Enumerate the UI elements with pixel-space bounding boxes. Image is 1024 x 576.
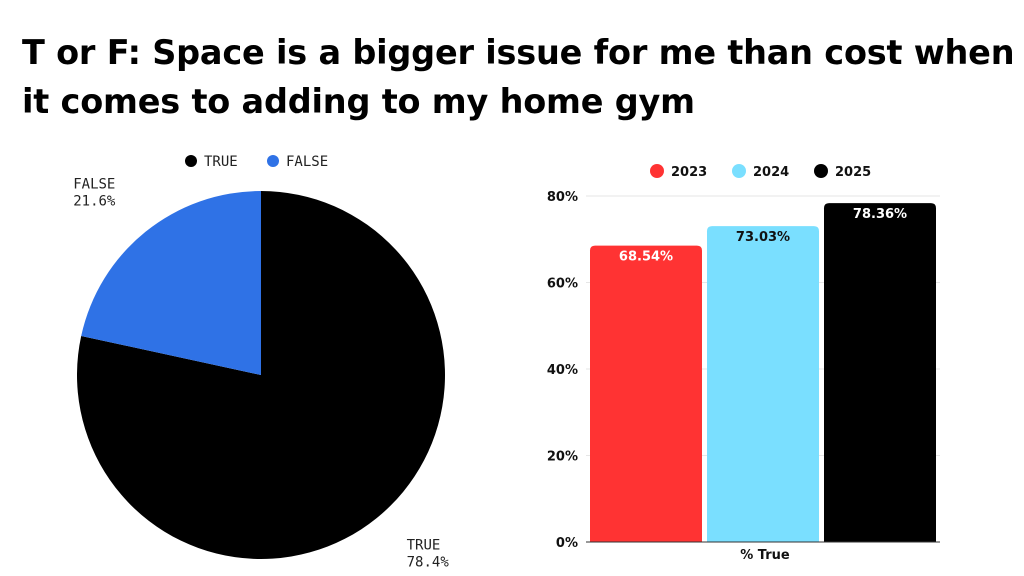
pie-legend-marker-false [267, 155, 279, 167]
pie-slice-false [81, 191, 261, 375]
pie-legend-marker-true [185, 155, 197, 167]
bar-y-axis: 0% 20% 40% 60% 80% [547, 190, 578, 551]
pie-label-true: TRUE [407, 538, 441, 554]
bar-legend-marker-2024 [732, 164, 746, 178]
bar-y-tick-label: 20% [547, 450, 578, 465]
chart-title-line-1: T or F: Space is a bigger issue for me t… [22, 33, 1015, 72]
bar-legend: 2023 2024 2025 [650, 164, 871, 180]
pie-legend-label-false: FALSE [286, 154, 328, 170]
bar-2023 [590, 245, 702, 542]
chart-title-line-2: it comes to adding to my home gym [22, 82, 695, 121]
pie-chart [76, 191, 445, 559]
bar-2024 [707, 226, 819, 542]
bar-2025 [824, 203, 936, 542]
bar-series: 68.54% 73.03% 78.36% [590, 203, 936, 542]
bar-value-label-2025: 78.36% [853, 207, 907, 222]
bar-y-tick-label: 40% [547, 363, 578, 378]
bar-value-label-2024: 73.03% [736, 230, 790, 245]
bar-legend-marker-2025 [814, 164, 828, 178]
pie-value-false: 21.6% [73, 193, 116, 209]
bar-legend-label-2025: 2025 [835, 165, 871, 180]
bar-x-category-label: % True [740, 548, 790, 563]
bar-value-label-2023: 68.54% [619, 250, 673, 265]
bar-y-tick-label: 60% [547, 277, 578, 292]
chart-title: T or F: Space is a bigger issue for me t… [22, 28, 1024, 126]
pie-label-false: FALSE [73, 176, 115, 192]
bar-legend-marker-2023 [650, 164, 664, 178]
bar-y-tick-label: 0% [556, 536, 578, 551]
bar-y-tick-label: 80% [547, 190, 578, 205]
bar-x-axis: % True [586, 541, 940, 563]
bar-legend-label-2024: 2024 [753, 165, 789, 180]
pie-legend: TRUE FALSE [185, 154, 328, 170]
pie-legend-label-true: TRUE [204, 154, 238, 170]
pie-value-true: 78.4% [407, 555, 450, 571]
bar-legend-label-2023: 2023 [671, 165, 707, 180]
